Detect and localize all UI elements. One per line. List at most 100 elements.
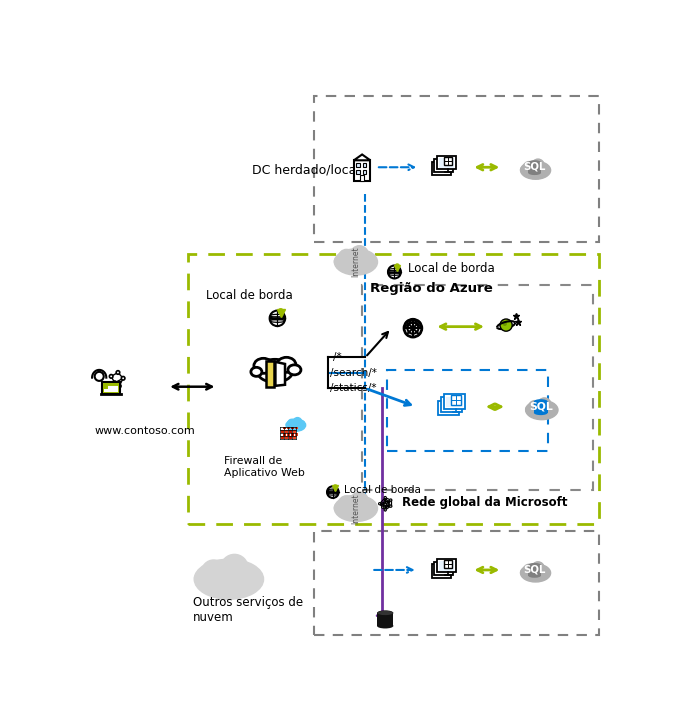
Bar xyxy=(354,161,370,181)
Ellipse shape xyxy=(334,249,378,275)
Ellipse shape xyxy=(528,573,541,577)
Text: DC herdado/local: DC herdado/local xyxy=(252,163,360,176)
Ellipse shape xyxy=(528,563,541,567)
Bar xyxy=(285,431,287,433)
Bar xyxy=(289,436,292,438)
Text: Firewall de
Aplicativo Web: Firewall de Aplicativo Web xyxy=(224,456,304,477)
Text: Local de borda: Local de borda xyxy=(344,485,421,495)
Circle shape xyxy=(334,503,345,513)
Bar xyxy=(104,383,119,393)
Circle shape xyxy=(334,256,345,266)
Text: Outros serviços de
nuvem: Outros serviços de nuvem xyxy=(193,596,303,624)
Circle shape xyxy=(117,384,121,388)
Circle shape xyxy=(532,562,544,574)
Circle shape xyxy=(384,497,386,499)
Ellipse shape xyxy=(254,359,273,374)
Ellipse shape xyxy=(377,611,393,616)
Bar xyxy=(360,175,364,181)
Ellipse shape xyxy=(534,399,548,404)
Bar xyxy=(295,427,298,429)
Ellipse shape xyxy=(288,365,301,375)
Ellipse shape xyxy=(378,611,393,615)
Bar xyxy=(281,436,284,438)
Circle shape xyxy=(121,377,125,380)
Circle shape xyxy=(109,374,113,378)
Circle shape xyxy=(241,566,258,583)
Bar xyxy=(293,436,296,438)
Bar xyxy=(362,285,593,490)
Bar xyxy=(439,158,454,168)
Bar xyxy=(188,254,599,523)
Bar xyxy=(291,427,294,429)
Circle shape xyxy=(221,554,248,582)
Circle shape xyxy=(540,164,549,172)
Circle shape xyxy=(334,485,337,488)
Circle shape xyxy=(288,419,296,427)
Bar xyxy=(386,370,549,451)
Ellipse shape xyxy=(521,564,551,582)
Text: SQL: SQL xyxy=(523,162,546,172)
Circle shape xyxy=(395,264,399,268)
Circle shape xyxy=(195,570,211,586)
Bar xyxy=(102,382,120,394)
Text: Internet: Internet xyxy=(351,247,361,277)
Circle shape xyxy=(351,246,368,264)
Circle shape xyxy=(538,398,551,411)
Text: Internet: Internet xyxy=(351,493,361,523)
Ellipse shape xyxy=(257,359,293,382)
Bar xyxy=(528,565,541,575)
Ellipse shape xyxy=(525,400,558,420)
Circle shape xyxy=(351,492,368,510)
Text: Local de borda: Local de borda xyxy=(408,261,495,274)
Bar xyxy=(281,431,284,433)
Text: Local de borda: Local de borda xyxy=(206,289,292,302)
Circle shape xyxy=(363,253,375,264)
Circle shape xyxy=(338,496,355,511)
Circle shape xyxy=(384,503,386,505)
Text: Região do Azure: Região do Azure xyxy=(370,282,492,294)
Bar xyxy=(363,169,366,174)
Circle shape xyxy=(523,161,534,172)
Ellipse shape xyxy=(528,171,541,175)
Bar xyxy=(432,564,450,577)
Circle shape xyxy=(529,400,540,413)
Circle shape xyxy=(363,500,375,511)
Ellipse shape xyxy=(251,367,262,377)
Text: Rede global da Microsoft: Rede global da Microsoft xyxy=(402,495,567,509)
Bar xyxy=(266,361,275,387)
Bar xyxy=(441,397,462,413)
Bar xyxy=(435,562,454,575)
Circle shape xyxy=(299,421,304,426)
Circle shape xyxy=(327,486,339,498)
Bar xyxy=(439,561,454,570)
Bar xyxy=(314,531,599,634)
Circle shape xyxy=(523,564,534,575)
Bar xyxy=(289,431,292,433)
Bar xyxy=(293,431,296,433)
Ellipse shape xyxy=(334,495,378,521)
Ellipse shape xyxy=(534,410,548,415)
Polygon shape xyxy=(354,155,370,161)
Bar xyxy=(438,400,459,415)
Circle shape xyxy=(201,560,226,584)
Circle shape xyxy=(547,403,556,412)
Bar xyxy=(314,96,599,242)
Circle shape xyxy=(500,319,512,331)
Bar xyxy=(443,559,452,568)
Bar xyxy=(356,163,359,168)
Circle shape xyxy=(384,509,386,511)
Text: /statics/*: /statics/* xyxy=(330,383,376,393)
Bar xyxy=(363,163,366,168)
Bar xyxy=(452,395,460,405)
Ellipse shape xyxy=(194,559,264,599)
Circle shape xyxy=(521,166,527,174)
Polygon shape xyxy=(275,362,285,386)
Circle shape xyxy=(270,310,285,326)
Bar xyxy=(104,389,108,392)
Circle shape xyxy=(532,159,544,171)
Circle shape xyxy=(378,503,381,505)
Bar xyxy=(295,433,298,436)
Circle shape xyxy=(525,405,534,413)
Circle shape xyxy=(521,569,527,576)
Circle shape xyxy=(286,423,291,428)
